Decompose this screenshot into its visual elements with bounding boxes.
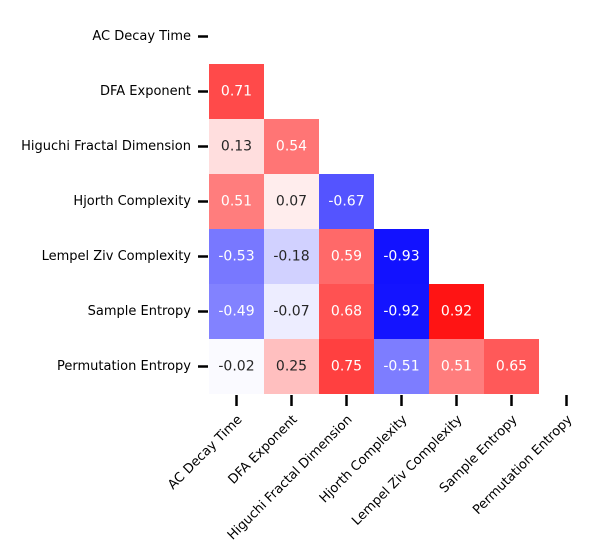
cell-value-label: 0.59 (331, 249, 362, 265)
heatmap-cell (484, 339, 539, 394)
heatmap-cell (374, 284, 429, 339)
heatmap-cell (209, 119, 264, 174)
heatmap-cell (209, 174, 264, 229)
cell-value-label: 0.65 (496, 359, 527, 375)
heatmap-cell (319, 339, 374, 394)
cell-value-label: -0.49 (218, 304, 254, 320)
heatmap-cell (319, 284, 374, 339)
cell-value-label: -0.18 (273, 249, 309, 265)
cell-value-label: 0.51 (441, 359, 472, 375)
cell-value-label: 0.54 (276, 139, 307, 155)
heatmap-cell (264, 229, 319, 284)
heatmap-cell (264, 174, 319, 229)
heatmap-cell (319, 174, 374, 229)
x-label-permutation-entropy: Permutation Entropy (470, 412, 576, 518)
heatmap-cell (374, 339, 429, 394)
cell-value-label: -0.51 (383, 359, 419, 375)
heatmap-cell (429, 339, 484, 394)
x-label-lempel-ziv-complexity: Lempel Ziv Complexity (349, 412, 465, 528)
cell-value-label: 0.13 (221, 139, 252, 155)
heatmap-cell (209, 64, 264, 119)
heatmap-cell (319, 229, 374, 284)
cell-value-label: -0.93 (383, 249, 419, 265)
cell-value-label: -0.02 (218, 359, 254, 375)
cell-value-label: 0.68 (331, 304, 362, 320)
heatmap-cell (264, 119, 319, 174)
cell-value-label: -0.07 (273, 304, 309, 320)
heatmap-cells: 0.71 0.13 0.54 0.51 0.07 -0.67 -0.53 -0.18 0.59 -… (209, 64, 539, 394)
heatmap-cell (264, 339, 319, 394)
heatmap-cell (209, 229, 264, 284)
y-axis-labels: AC Decay Time DFA Exponent Higuchi Fractal… (21, 29, 208, 374)
cell-value-label: 0.92 (441, 304, 472, 320)
y-label-sample-entropy: Sample Entropy (88, 304, 192, 319)
y-label-higuchi-fractal-dimension: Higuchi Fractal Dimension (21, 139, 191, 154)
heatmap-cell (209, 339, 264, 394)
heatmap-cell (209, 284, 264, 339)
y-label-dfa-exponent: DFA Exponent (100, 84, 191, 99)
cell-value-label: -0.92 (383, 304, 419, 320)
y-label-lempel-ziv-complexity: Lempel Ziv Complexity (42, 249, 192, 264)
cell-value-label: -0.67 (328, 194, 364, 210)
cell-value-label: 0.75 (331, 359, 362, 375)
heatmap-cell (429, 284, 484, 339)
cell-value-label: 0.07 (276, 194, 307, 210)
cell-value-label: 0.71 (221, 84, 252, 100)
cell-value-label: 0.25 (276, 359, 307, 375)
cell-value-label: -0.53 (218, 249, 254, 265)
y-label-hjorth-complexity: Hjorth Complexity (73, 194, 191, 209)
heatmap-cell (264, 284, 319, 339)
cell-value-label: 0.51 (221, 194, 252, 210)
y-label-ac-decay-time: AC Decay Time (92, 29, 191, 44)
heatmap-cell (374, 229, 429, 284)
y-label-permutation-entropy: Permutation Entropy (57, 359, 191, 374)
